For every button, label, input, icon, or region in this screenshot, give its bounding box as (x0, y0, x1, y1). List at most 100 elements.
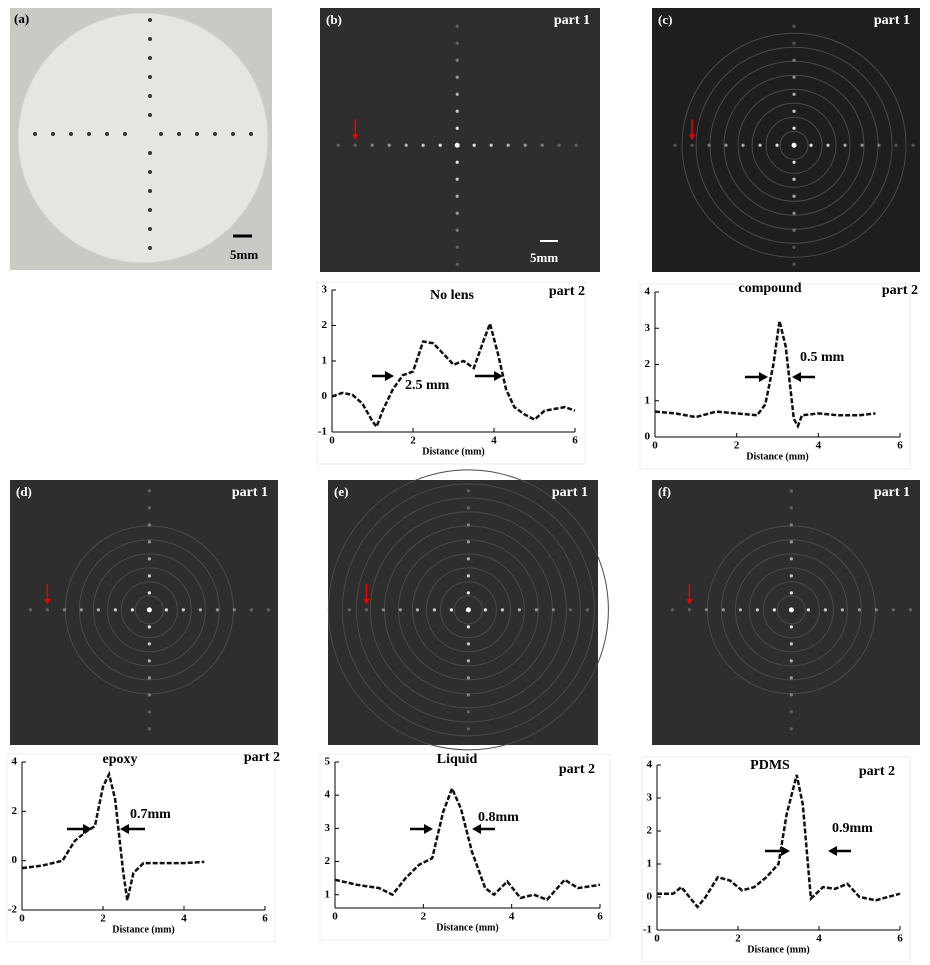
spot (789, 625, 793, 629)
image-background (10, 480, 278, 745)
red-arrow-head (352, 134, 359, 141)
spot (789, 659, 793, 663)
y-tick-label: 2 (12, 805, 18, 817)
spot (147, 625, 151, 629)
spot (455, 24, 459, 28)
x-axis-label: Distance (mm) (746, 451, 808, 462)
spot (466, 506, 470, 510)
spot (181, 608, 185, 612)
marker-dot (148, 56, 152, 60)
ring (439, 581, 497, 639)
spot (568, 608, 573, 612)
panel-label: (f) (658, 484, 671, 499)
arrow-head (781, 846, 790, 856)
spot (455, 228, 459, 232)
x-tick-label: 4 (816, 440, 822, 452)
part-label: part 2 (559, 762, 595, 777)
spot (147, 506, 151, 510)
y-tick-label: -1 (643, 924, 652, 936)
spot (704, 608, 708, 612)
chart-title: No lens (430, 288, 475, 303)
marker-dot (148, 208, 152, 212)
spot (840, 608, 844, 612)
width-annotation: 2.5 mm (405, 378, 450, 393)
y-tick-label: 0 (12, 854, 18, 866)
arrow-head (828, 846, 837, 856)
spot (670, 608, 674, 612)
ring (762, 581, 820, 639)
ring (134, 595, 164, 625)
spot (336, 143, 340, 147)
y-tick-label: 1 (322, 355, 328, 367)
x-tick-label: 4 (816, 933, 822, 945)
part-label: part 2 (549, 284, 585, 299)
y-tick-label: 4 (325, 789, 331, 801)
spot (809, 143, 813, 147)
spot (489, 143, 493, 147)
ring (425, 567, 511, 653)
spot (415, 608, 419, 612)
marker-dot (148, 189, 152, 193)
x-tick-label: 4 (491, 435, 497, 447)
spot (738, 608, 742, 612)
ring (397, 539, 539, 681)
width-annotation: 0.5 mm (800, 350, 845, 365)
spot (147, 523, 151, 527)
spot (472, 143, 476, 147)
spot (28, 608, 32, 612)
spot (381, 608, 385, 612)
width-annotation: 0.7mm (130, 807, 171, 822)
spot (792, 24, 796, 28)
arrow-head (385, 371, 394, 381)
part-label: part 1 (874, 485, 910, 500)
spot (347, 608, 351, 612)
y-tick-label: 2 (322, 319, 328, 331)
marker-dot (249, 132, 253, 136)
spot (877, 143, 881, 147)
x-tick-label: 0 (654, 933, 660, 945)
spot (789, 557, 793, 561)
x-tick-label: 2 (734, 440, 740, 452)
spot (789, 710, 793, 714)
profile-line (331, 319, 576, 430)
spot (789, 727, 793, 731)
profile-line (21, 770, 205, 901)
spot (500, 608, 504, 612)
profile-line (657, 774, 901, 909)
spot (215, 608, 219, 612)
plot-frame (316, 281, 586, 465)
marker-dot (148, 151, 152, 155)
y-tick-label: 5 (325, 756, 331, 768)
ring (78, 539, 220, 681)
marker-dot (148, 227, 152, 231)
spot (147, 540, 151, 544)
ring (120, 581, 178, 639)
spot (891, 608, 895, 612)
spot (455, 194, 459, 198)
spot (96, 608, 100, 612)
ring (681, 32, 907, 258)
spot (455, 245, 459, 249)
arrow-head (792, 372, 801, 382)
spot (147, 591, 151, 595)
chart-title: compound (738, 281, 801, 296)
x-tick-label: 6 (262, 913, 268, 925)
spot (724, 143, 728, 147)
spot (398, 608, 402, 612)
spot (792, 160, 796, 164)
spot (466, 727, 470, 731)
spot (523, 143, 527, 147)
spot (147, 574, 151, 578)
part-label: part 2 (859, 764, 895, 779)
spot (266, 608, 270, 612)
spot (62, 608, 66, 612)
spot (387, 143, 391, 147)
ring (776, 595, 806, 625)
x-tick-label: 2 (100, 913, 106, 925)
marker-dot (123, 132, 127, 136)
y-tick-label: 2 (645, 358, 651, 370)
spot (466, 625, 470, 629)
part-label: part 1 (232, 485, 268, 500)
spot (455, 126, 459, 130)
y-tick-label: 1 (325, 888, 331, 900)
